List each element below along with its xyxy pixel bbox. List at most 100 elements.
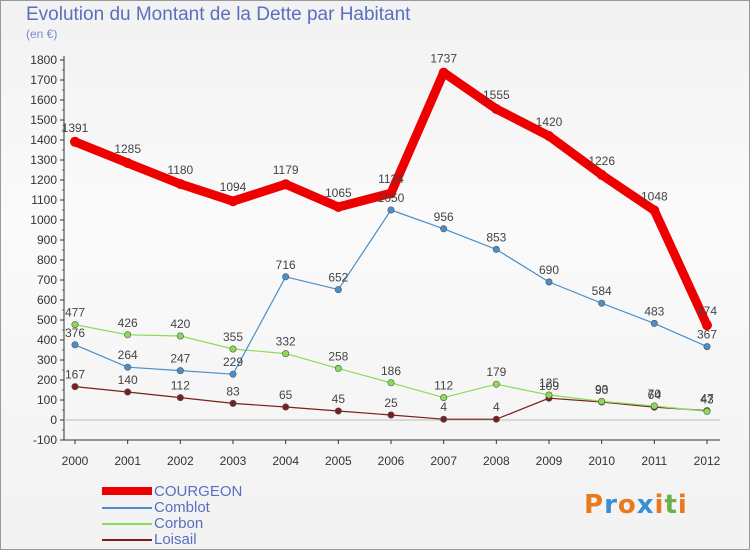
legend-label-courgeon: COURGEON <box>154 483 243 500</box>
x-tick-label: 2009 <box>536 454 563 468</box>
x-tick-label: 2012 <box>694 454 721 468</box>
data-point <box>71 321 79 329</box>
data-point <box>440 225 448 233</box>
data-label: 179 <box>486 365 506 379</box>
logo-letter: t <box>664 490 678 520</box>
legend-swatch-comblot <box>102 507 152 509</box>
y-tick-label: 800 <box>37 253 57 267</box>
data-label: 853 <box>486 230 506 244</box>
x-tick-label: 2005 <box>325 454 352 468</box>
data-point <box>229 345 237 353</box>
data-point <box>440 415 448 423</box>
data-point <box>596 169 607 180</box>
data-label: 1226 <box>588 154 615 168</box>
chart-title: Evolution du Montant de la Dette par Hab… <box>26 4 411 25</box>
logo-letter: o <box>617 490 637 520</box>
data-label: 477 <box>65 306 85 320</box>
y-tick-label: 200 <box>37 373 57 387</box>
y-tick-label: 100 <box>37 393 57 407</box>
proxiti-logo: Proxiti <box>584 490 688 520</box>
data-point <box>438 67 449 78</box>
data-label: 83 <box>226 384 240 398</box>
data-point <box>175 179 186 189</box>
logo-letter: P <box>584 490 605 520</box>
data-label: 376 <box>65 326 85 340</box>
data-point <box>124 363 132 371</box>
legend-item-courgeon: COURGEON <box>102 483 302 500</box>
data-point <box>598 397 606 405</box>
data-point <box>228 196 238 207</box>
data-label: 1065 <box>325 186 352 200</box>
y-tick-label: 1200 <box>30 173 57 187</box>
data-point <box>124 388 132 396</box>
data-label: 1134 <box>378 172 404 186</box>
data-label: 112 <box>171 379 190 393</box>
legend-item-corbon: Corbon <box>102 515 302 532</box>
data-label: 64 <box>648 388 662 402</box>
x-tick-label: 2007 <box>430 454 457 468</box>
data-label: 1050 <box>378 191 405 205</box>
x-tick-label: 2003 <box>220 454 247 468</box>
data-label: 652 <box>328 271 348 285</box>
data-point <box>491 104 502 114</box>
data-point <box>71 341 79 349</box>
data-label: 584 <box>592 284 612 298</box>
x-tick-label: 2011 <box>641 454 667 468</box>
data-label: 1737 <box>430 52 457 66</box>
data-point <box>122 158 133 168</box>
x-tick-label: 2010 <box>588 454 615 468</box>
data-point <box>492 380 500 388</box>
data-label: 112 <box>434 379 453 393</box>
data-label: 45 <box>332 392 346 406</box>
data-point <box>702 320 712 331</box>
logo-letter: r <box>604 490 618 520</box>
logo-letter: i <box>654 490 665 520</box>
chart-axes: -100 0 100 200 300 400 500 600 700 800 900 1000 1100… <box>30 53 720 468</box>
y-tick-label: 0 <box>50 413 57 427</box>
data-point <box>70 136 80 147</box>
data-point <box>334 364 342 372</box>
data-label: 258 <box>328 349 348 363</box>
data-point <box>545 391 553 399</box>
legend-swatch-loisail <box>102 539 152 541</box>
logo-letter: x <box>636 490 655 520</box>
x-tick-label: 2006 <box>378 454 405 468</box>
y-tick-label: 300 <box>37 353 57 367</box>
x-tick-label: 2002 <box>167 454 194 468</box>
data-label: 1420 <box>536 115 563 129</box>
legend-swatch-courgeon <box>102 487 152 495</box>
data-point <box>545 278 553 286</box>
data-point <box>387 411 395 419</box>
data-label: 1048 <box>641 189 668 203</box>
data-point <box>386 188 396 199</box>
data-label: 4 <box>493 400 500 414</box>
y-tick-label: 1500 <box>30 113 57 127</box>
data-point <box>229 399 237 407</box>
data-label: 125 <box>539 376 559 390</box>
x-tick-label: 2001 <box>114 454 141 468</box>
y-tick-label: 1300 <box>30 153 57 167</box>
data-label: 426 <box>118 316 138 330</box>
y-tick-label: -100 <box>33 433 57 447</box>
y-tick-label: 700 <box>37 273 57 287</box>
data-point <box>334 407 342 415</box>
data-label: 229 <box>223 355 243 369</box>
data-point <box>176 394 184 402</box>
legend-item-comblot: Comblot <box>102 499 302 516</box>
data-point <box>387 206 395 214</box>
data-label: 65 <box>279 388 293 402</box>
data-point <box>598 299 606 307</box>
data-point <box>440 394 448 402</box>
data-point <box>492 415 500 423</box>
logo-letter: i <box>677 490 688 520</box>
data-point <box>492 245 500 253</box>
legend-swatch-corbon <box>102 523 152 525</box>
data-point <box>650 319 658 327</box>
y-tick-label: 1800 <box>30 53 57 67</box>
legend-item-loisail: Loisail <box>102 531 302 548</box>
data-label: 716 <box>276 258 296 272</box>
data-point <box>176 367 184 375</box>
y-tick-label: 1100 <box>31 193 57 207</box>
